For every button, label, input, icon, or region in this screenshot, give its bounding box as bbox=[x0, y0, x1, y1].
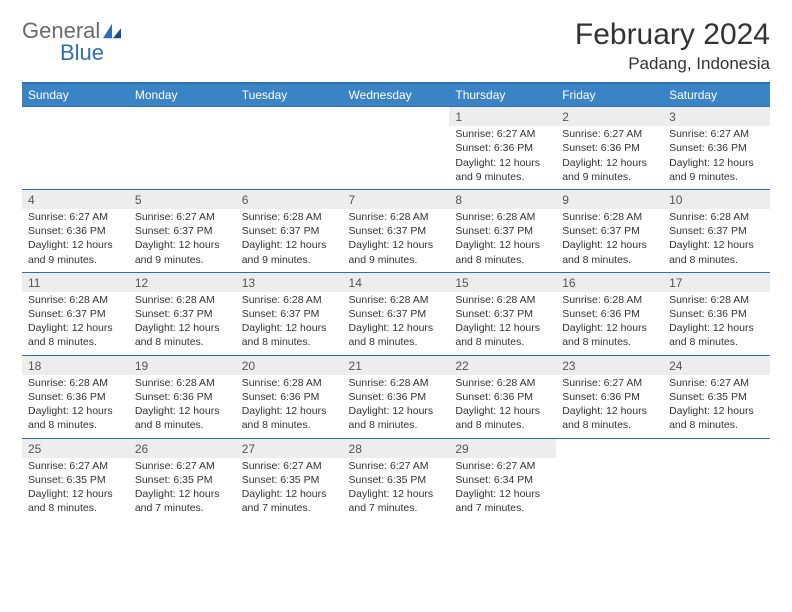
day-number-cell: 18 bbox=[22, 355, 129, 375]
day-info-cell: Sunrise: 6:28 AMSunset: 6:37 PMDaylight:… bbox=[236, 292, 343, 355]
day-number-cell: 4 bbox=[22, 189, 129, 209]
day-number-cell: 24 bbox=[663, 355, 770, 375]
day-info-cell bbox=[556, 458, 663, 521]
day-info-cell: Sunrise: 6:27 AMSunset: 6:35 PMDaylight:… bbox=[663, 375, 770, 438]
day-info-cell bbox=[129, 126, 236, 189]
day-info-cell: Sunrise: 6:27 AMSunset: 6:36 PMDaylight:… bbox=[22, 209, 129, 272]
day-info-cell: Sunrise: 6:27 AMSunset: 6:36 PMDaylight:… bbox=[449, 126, 556, 189]
day-number-cell: 17 bbox=[663, 272, 770, 292]
day-info-cell: Sunrise: 6:27 AMSunset: 6:36 PMDaylight:… bbox=[556, 375, 663, 438]
day-info-row: Sunrise: 6:28 AMSunset: 6:36 PMDaylight:… bbox=[22, 375, 770, 438]
day-number-cell: 9 bbox=[556, 189, 663, 209]
day-number-cell: 10 bbox=[663, 189, 770, 209]
weekday-header: Tuesday bbox=[236, 83, 343, 107]
day-info-cell: Sunrise: 6:27 AMSunset: 6:34 PMDaylight:… bbox=[449, 458, 556, 521]
day-info-cell: Sunrise: 6:27 AMSunset: 6:35 PMDaylight:… bbox=[236, 458, 343, 521]
day-number-cell: 23 bbox=[556, 355, 663, 375]
day-info-cell: Sunrise: 6:28 AMSunset: 6:36 PMDaylight:… bbox=[22, 375, 129, 438]
page-header: General Blue February 2024 Padang, Indon… bbox=[22, 18, 770, 74]
day-info-cell bbox=[22, 126, 129, 189]
day-number-row: 18192021222324 bbox=[22, 355, 770, 375]
weekday-header: Sunday bbox=[22, 83, 129, 107]
day-info-cell: Sunrise: 6:28 AMSunset: 6:36 PMDaylight:… bbox=[556, 292, 663, 355]
day-number-cell: 26 bbox=[129, 438, 236, 458]
day-info-cell: Sunrise: 6:27 AMSunset: 6:35 PMDaylight:… bbox=[129, 458, 236, 521]
brand-text-blue: Blue bbox=[60, 40, 104, 66]
day-number-cell: 20 bbox=[236, 355, 343, 375]
day-number-cell: 2 bbox=[556, 107, 663, 127]
day-info-cell: Sunrise: 6:28 AMSunset: 6:37 PMDaylight:… bbox=[343, 292, 450, 355]
day-number-row: 123 bbox=[22, 107, 770, 127]
weekday-header: Thursday bbox=[449, 83, 556, 107]
day-info-cell: Sunrise: 6:28 AMSunset: 6:37 PMDaylight:… bbox=[236, 209, 343, 272]
day-number-cell: 16 bbox=[556, 272, 663, 292]
day-number-cell: 13 bbox=[236, 272, 343, 292]
day-info-cell: Sunrise: 6:28 AMSunset: 6:37 PMDaylight:… bbox=[22, 292, 129, 355]
day-info-row: Sunrise: 6:27 AMSunset: 6:35 PMDaylight:… bbox=[22, 458, 770, 521]
day-info-cell: Sunrise: 6:28 AMSunset: 6:37 PMDaylight:… bbox=[343, 209, 450, 272]
day-info-cell: Sunrise: 6:28 AMSunset: 6:37 PMDaylight:… bbox=[449, 292, 556, 355]
day-info-cell: Sunrise: 6:28 AMSunset: 6:37 PMDaylight:… bbox=[129, 292, 236, 355]
day-number-cell: 15 bbox=[449, 272, 556, 292]
day-info-cell: Sunrise: 6:27 AMSunset: 6:35 PMDaylight:… bbox=[22, 458, 129, 521]
day-number-cell: 14 bbox=[343, 272, 450, 292]
day-number-cell: 5 bbox=[129, 189, 236, 209]
weekday-header: Wednesday bbox=[343, 83, 450, 107]
day-info-row: Sunrise: 6:27 AMSunset: 6:36 PMDaylight:… bbox=[22, 209, 770, 272]
day-info-cell bbox=[236, 126, 343, 189]
day-number-cell: 28 bbox=[343, 438, 450, 458]
title-block: February 2024 Padang, Indonesia bbox=[575, 18, 770, 74]
day-number-cell: 8 bbox=[449, 189, 556, 209]
day-number-cell: 21 bbox=[343, 355, 450, 375]
day-number-cell: 19 bbox=[129, 355, 236, 375]
day-number-cell bbox=[22, 107, 129, 127]
day-number-cell bbox=[129, 107, 236, 127]
day-number-cell bbox=[343, 107, 450, 127]
day-number-row: 11121314151617 bbox=[22, 272, 770, 292]
day-info-row: Sunrise: 6:27 AMSunset: 6:36 PMDaylight:… bbox=[22, 126, 770, 189]
day-info-cell: Sunrise: 6:27 AMSunset: 6:35 PMDaylight:… bbox=[343, 458, 450, 521]
day-info-cell bbox=[343, 126, 450, 189]
day-info-cell: Sunrise: 6:28 AMSunset: 6:37 PMDaylight:… bbox=[663, 209, 770, 272]
day-number-cell: 25 bbox=[22, 438, 129, 458]
day-number-row: 2526272829 bbox=[22, 438, 770, 458]
weekday-header: Monday bbox=[129, 83, 236, 107]
day-number-cell: 6 bbox=[236, 189, 343, 209]
weekday-header-row: SundayMondayTuesdayWednesdayThursdayFrid… bbox=[22, 83, 770, 107]
weekday-header: Friday bbox=[556, 83, 663, 107]
brand-logo: General Blue bbox=[22, 18, 132, 68]
day-number-cell: 7 bbox=[343, 189, 450, 209]
day-info-cell: Sunrise: 6:28 AMSunset: 6:36 PMDaylight:… bbox=[449, 375, 556, 438]
day-info-cell: Sunrise: 6:28 AMSunset: 6:36 PMDaylight:… bbox=[343, 375, 450, 438]
day-number-cell: 22 bbox=[449, 355, 556, 375]
day-info-cell: Sunrise: 6:28 AMSunset: 6:36 PMDaylight:… bbox=[236, 375, 343, 438]
calendar-body: 123 Sunrise: 6:27 AMSunset: 6:36 PMDayli… bbox=[22, 107, 770, 521]
day-number-cell: 12 bbox=[129, 272, 236, 292]
day-number-cell: 29 bbox=[449, 438, 556, 458]
brand-sail-icon bbox=[101, 22, 123, 40]
location-label: Padang, Indonesia bbox=[575, 54, 770, 74]
weekday-header: Saturday bbox=[663, 83, 770, 107]
day-number-cell: 27 bbox=[236, 438, 343, 458]
calendar-table: SundayMondayTuesdayWednesdayThursdayFrid… bbox=[22, 82, 770, 520]
day-info-cell: Sunrise: 6:28 AMSunset: 6:37 PMDaylight:… bbox=[449, 209, 556, 272]
day-info-cell: Sunrise: 6:28 AMSunset: 6:36 PMDaylight:… bbox=[129, 375, 236, 438]
day-info-cell bbox=[663, 458, 770, 521]
month-year-title: February 2024 bbox=[575, 18, 770, 52]
day-info-cell: Sunrise: 6:27 AMSunset: 6:37 PMDaylight:… bbox=[129, 209, 236, 272]
day-number-cell bbox=[236, 107, 343, 127]
day-number-cell: 3 bbox=[663, 107, 770, 127]
day-info-cell: Sunrise: 6:27 AMSunset: 6:36 PMDaylight:… bbox=[556, 126, 663, 189]
day-number-cell: 1 bbox=[449, 107, 556, 127]
day-info-cell: Sunrise: 6:27 AMSunset: 6:36 PMDaylight:… bbox=[663, 126, 770, 189]
day-number-row: 45678910 bbox=[22, 189, 770, 209]
day-info-cell: Sunrise: 6:28 AMSunset: 6:37 PMDaylight:… bbox=[556, 209, 663, 272]
day-number-cell: 11 bbox=[22, 272, 129, 292]
day-number-cell bbox=[663, 438, 770, 458]
day-info-cell: Sunrise: 6:28 AMSunset: 6:36 PMDaylight:… bbox=[663, 292, 770, 355]
day-info-row: Sunrise: 6:28 AMSunset: 6:37 PMDaylight:… bbox=[22, 292, 770, 355]
day-number-cell bbox=[556, 438, 663, 458]
